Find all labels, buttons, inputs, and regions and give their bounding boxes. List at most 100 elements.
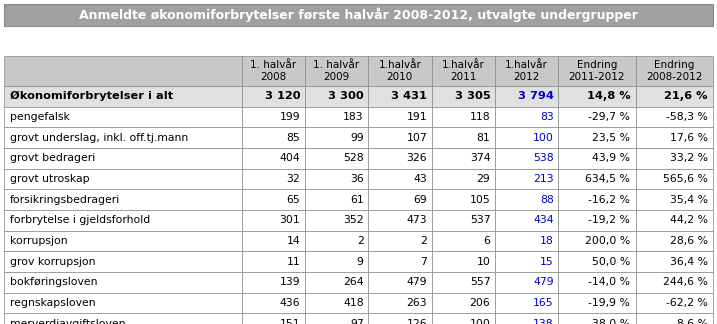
Bar	[368, 169, 432, 189]
Text: 3 794: 3 794	[518, 91, 554, 101]
Bar	[305, 86, 368, 107]
Text: 263: 263	[407, 298, 427, 308]
Bar	[635, 251, 713, 272]
Bar	[558, 231, 635, 251]
Text: 35,4 %: 35,4 %	[670, 195, 708, 205]
Bar	[558, 293, 635, 313]
Bar	[242, 313, 305, 324]
Text: 100: 100	[533, 133, 554, 143]
Text: 557: 557	[470, 277, 490, 287]
Bar	[368, 127, 432, 148]
Bar	[242, 231, 305, 251]
Text: 21,6 %: 21,6 %	[664, 91, 708, 101]
Text: 418: 418	[343, 298, 364, 308]
Text: 537: 537	[470, 215, 490, 225]
Bar	[495, 189, 558, 210]
Text: 200,0 %: 200,0 %	[585, 236, 630, 246]
Bar	[432, 231, 495, 251]
Text: pengefalsk: pengefalsk	[10, 112, 70, 122]
Text: grov korrupsjon: grov korrupsjon	[10, 257, 95, 267]
Text: 99: 99	[350, 133, 364, 143]
Bar	[635, 231, 713, 251]
Bar	[432, 86, 495, 107]
Text: 50,0 %: 50,0 %	[592, 257, 630, 267]
Text: 191: 191	[407, 112, 427, 122]
Bar	[4, 4, 713, 26]
Text: 14: 14	[287, 236, 300, 246]
Text: 118: 118	[470, 112, 490, 122]
Bar	[368, 148, 432, 169]
Bar	[4, 251, 242, 272]
Text: 23,5 %: 23,5 %	[592, 133, 630, 143]
Text: 404: 404	[280, 153, 300, 163]
Text: -58,3 %: -58,3 %	[665, 112, 708, 122]
Text: 3 305: 3 305	[455, 91, 490, 101]
Text: grovt bedrageri: grovt bedrageri	[10, 153, 95, 163]
Bar	[242, 272, 305, 293]
Text: 9: 9	[357, 257, 364, 267]
Bar	[635, 169, 713, 189]
Bar	[635, 148, 713, 169]
Bar	[558, 127, 635, 148]
Text: 29: 29	[477, 174, 490, 184]
Bar	[305, 56, 368, 86]
Bar	[242, 169, 305, 189]
Bar	[432, 272, 495, 293]
Bar	[558, 148, 635, 169]
Bar	[432, 169, 495, 189]
Text: 538: 538	[533, 153, 554, 163]
Bar	[495, 210, 558, 231]
Bar	[242, 107, 305, 127]
Bar	[558, 107, 635, 127]
Bar	[495, 293, 558, 313]
Text: 326: 326	[407, 153, 427, 163]
Bar	[495, 86, 558, 107]
Bar	[495, 231, 558, 251]
Text: 105: 105	[470, 195, 490, 205]
Text: 244,6 %: 244,6 %	[663, 277, 708, 287]
Text: regnskapsloven: regnskapsloven	[10, 298, 95, 308]
Text: merverdiavgiftsloven: merverdiavgiftsloven	[10, 319, 125, 324]
Text: 634,5 %: 634,5 %	[585, 174, 630, 184]
Text: korrupsjon: korrupsjon	[10, 236, 67, 246]
Bar	[305, 169, 368, 189]
Text: 479: 479	[407, 277, 427, 287]
Bar	[432, 313, 495, 324]
Text: 61: 61	[350, 195, 364, 205]
Text: 3 300: 3 300	[328, 91, 364, 101]
Bar	[4, 86, 242, 107]
Bar	[495, 169, 558, 189]
Text: 43,9 %: 43,9 %	[592, 153, 630, 163]
Bar	[495, 107, 558, 127]
Text: -14,0 %: -14,0 %	[588, 277, 630, 287]
Text: grovt utroskap: grovt utroskap	[10, 174, 90, 184]
Bar	[432, 107, 495, 127]
Bar	[368, 293, 432, 313]
Bar	[432, 127, 495, 148]
Text: Endring
2011-2012: Endring 2011-2012	[569, 60, 625, 82]
Text: 2: 2	[357, 236, 364, 246]
Bar	[242, 251, 305, 272]
Text: 473: 473	[407, 215, 427, 225]
Text: 434: 434	[533, 215, 554, 225]
Text: 1. halvår
2008: 1. halvår 2008	[250, 60, 296, 82]
Bar	[4, 169, 242, 189]
Text: 83: 83	[540, 112, 554, 122]
Text: Endring
2008-2012: Endring 2008-2012	[646, 60, 703, 82]
Bar	[558, 56, 635, 86]
Bar	[4, 189, 242, 210]
Bar	[305, 148, 368, 169]
Bar	[432, 148, 495, 169]
Text: 139: 139	[280, 277, 300, 287]
Text: 1. halvår
2009: 1. halvår 2009	[313, 60, 359, 82]
Bar	[432, 56, 495, 86]
Bar	[305, 231, 368, 251]
Text: -19,2 %: -19,2 %	[588, 215, 630, 225]
Text: 1.halvår
2012: 1.halvår 2012	[505, 60, 548, 82]
Bar	[635, 189, 713, 210]
Text: 565,6 %: 565,6 %	[663, 174, 708, 184]
Bar	[305, 251, 368, 272]
Text: 97: 97	[350, 319, 364, 324]
Bar	[635, 56, 713, 86]
Text: 100: 100	[470, 319, 490, 324]
